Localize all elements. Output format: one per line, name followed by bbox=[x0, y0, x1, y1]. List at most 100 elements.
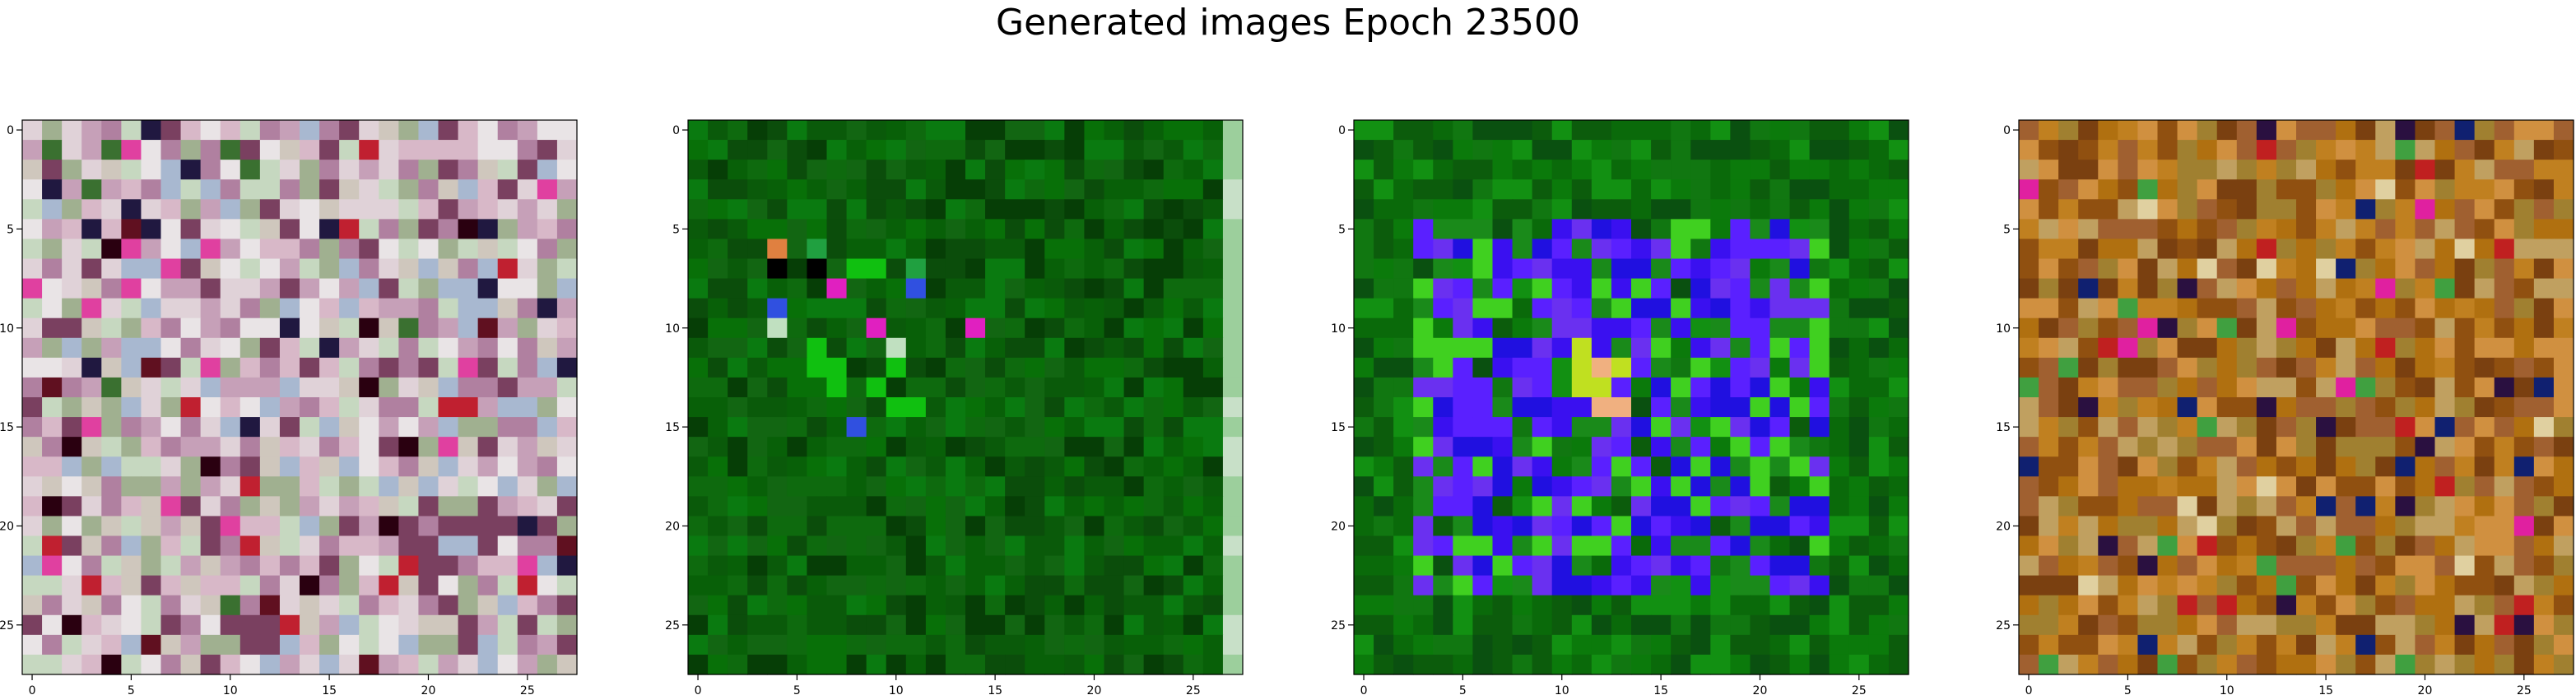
pixel-cell bbox=[787, 140, 808, 160]
pixel-cell bbox=[300, 397, 320, 418]
pixel-cell bbox=[787, 614, 808, 636]
pixel-cell bbox=[359, 516, 379, 537]
pixel-cell bbox=[2513, 239, 2535, 260]
pixel-cell bbox=[1651, 476, 1672, 497]
pixel-cell bbox=[1183, 199, 1204, 220]
pixel-cell bbox=[1025, 239, 1045, 260]
pixel-cell bbox=[787, 317, 808, 339]
pixel-cell bbox=[1433, 437, 1453, 457]
pixel-cell bbox=[1354, 417, 1374, 438]
pixel-cell bbox=[438, 456, 459, 477]
pixel-cell bbox=[2375, 160, 2396, 180]
pixel-cell bbox=[905, 654, 927, 675]
pixel-cell bbox=[826, 278, 848, 299]
pixel-cell bbox=[1492, 239, 1514, 260]
pixel-cell bbox=[1829, 535, 1850, 557]
pixel-cell bbox=[1868, 654, 1890, 675]
pixel-cell bbox=[1453, 634, 1474, 656]
pixel-cell bbox=[339, 575, 360, 596]
pixel-cell bbox=[1163, 160, 1184, 180]
pixel-cell bbox=[1750, 595, 1771, 616]
pixel-cell bbox=[1651, 496, 1672, 517]
pixel-cell bbox=[81, 120, 102, 141]
pixel-cell bbox=[2296, 120, 2317, 141]
pixel-cell bbox=[220, 258, 241, 280]
pixel-cell bbox=[1374, 337, 1394, 359]
pixel-cell bbox=[1104, 179, 1125, 200]
pixel-cell bbox=[708, 337, 728, 359]
pixel-cell bbox=[1413, 456, 1434, 477]
x-tick-label: 20 bbox=[2418, 684, 2433, 695]
pixel-cell bbox=[1202, 219, 1224, 240]
pixel-cell bbox=[1809, 575, 1830, 596]
pixel-cell bbox=[81, 496, 102, 517]
pixel-cell bbox=[1064, 179, 1086, 200]
pixel-cell bbox=[886, 476, 907, 497]
pixel-cell bbox=[2454, 496, 2476, 517]
pixel-cell bbox=[1829, 357, 1850, 378]
pixel-cell bbox=[1671, 437, 1691, 457]
pixel-cell bbox=[945, 437, 966, 457]
pixel-cell bbox=[1183, 535, 1204, 557]
pixel-cell bbox=[2039, 417, 2059, 438]
pixel-cell bbox=[239, 437, 261, 457]
pixel-cell bbox=[1104, 337, 1125, 359]
pixel-cell bbox=[2296, 595, 2317, 616]
pixel-cell bbox=[708, 140, 728, 160]
pixel-cell bbox=[1591, 555, 1612, 577]
pixel-cell bbox=[160, 317, 182, 339]
pixel-cell bbox=[62, 239, 82, 260]
pixel-cell bbox=[300, 496, 320, 517]
pixel-cell bbox=[688, 575, 709, 596]
pixel-cell bbox=[398, 535, 420, 557]
pixel-cell bbox=[121, 437, 142, 457]
pixel-cell bbox=[2137, 120, 2159, 141]
pixel-cell bbox=[101, 595, 122, 616]
pixel-cell bbox=[300, 456, 320, 477]
pixel-cell bbox=[1453, 160, 1474, 180]
pixel-cell bbox=[945, 575, 966, 596]
pixel-cell bbox=[2098, 417, 2118, 438]
pixel-cell bbox=[787, 337, 808, 359]
pixel-cell bbox=[2513, 535, 2535, 557]
pixel-cell bbox=[1025, 555, 1045, 577]
pixel-cell bbox=[2296, 239, 2317, 260]
pixel-cell bbox=[886, 397, 907, 418]
pixel-cell bbox=[418, 219, 439, 240]
y-tick-label: 0 bbox=[7, 124, 14, 137]
pixel-cell bbox=[398, 555, 420, 577]
pixel-cell bbox=[787, 496, 808, 517]
pixel-cell bbox=[2177, 397, 2198, 418]
pixel-cell bbox=[1730, 298, 1751, 319]
pixel-cell bbox=[1848, 239, 1870, 260]
pixel-cell bbox=[2355, 496, 2376, 517]
pixel-cell bbox=[1829, 160, 1850, 180]
pixel-cell bbox=[1809, 634, 1830, 656]
pixel-cell bbox=[1848, 535, 1870, 557]
pixel-cell bbox=[2474, 614, 2495, 636]
pixel-cell bbox=[42, 199, 63, 220]
pixel-cell bbox=[556, 357, 578, 378]
pixel-cell bbox=[517, 417, 538, 438]
pixel-cell bbox=[398, 417, 420, 438]
pixel-cell bbox=[1453, 417, 1474, 438]
pixel-cell bbox=[1730, 496, 1751, 517]
pixel-cell bbox=[1433, 614, 1453, 636]
pixel-cell bbox=[2276, 179, 2297, 200]
pixel-cell bbox=[1005, 179, 1025, 200]
pixel-cell bbox=[1354, 199, 1374, 220]
pixel-cell bbox=[2276, 417, 2297, 438]
pixel-cell bbox=[886, 140, 907, 160]
pixel-cell bbox=[81, 595, 102, 616]
pixel-cell bbox=[279, 258, 300, 280]
pixel-cell bbox=[160, 516, 182, 537]
pixel-cell bbox=[438, 258, 459, 280]
pixel-cell bbox=[2236, 516, 2257, 537]
image-frame bbox=[1353, 119, 1909, 675]
pixel-cell bbox=[2296, 377, 2317, 398]
y-tick-label: 5 bbox=[7, 223, 14, 236]
pixel-cell bbox=[2494, 654, 2515, 675]
pixel-cell bbox=[2157, 179, 2178, 200]
pixel-cell bbox=[62, 337, 82, 359]
pixel-cell bbox=[1789, 555, 1811, 577]
